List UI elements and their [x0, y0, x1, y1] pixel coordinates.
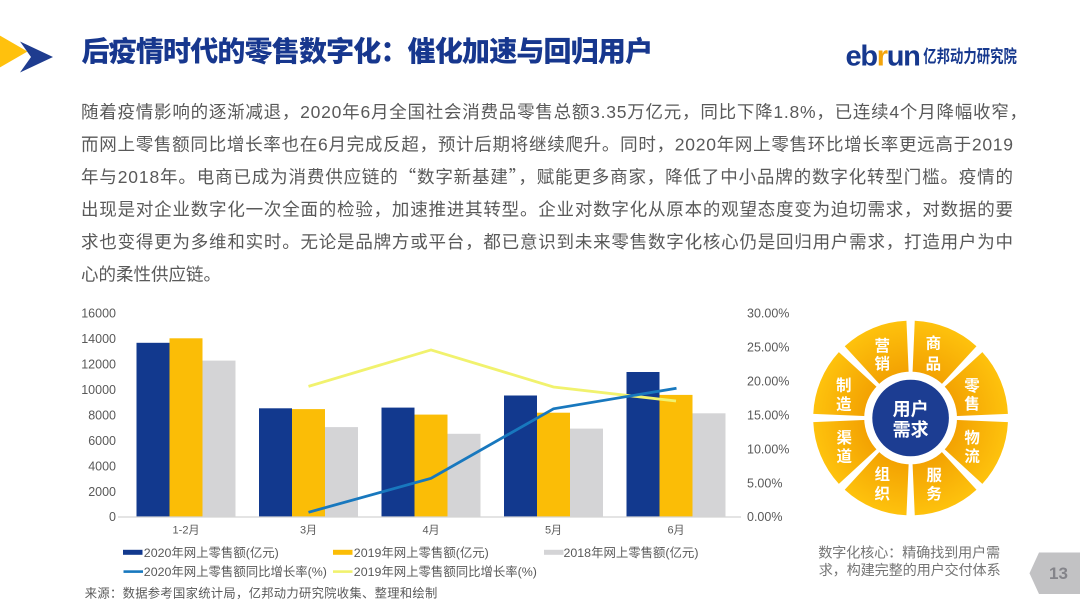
svg-text:2018年网上零售额(亿元): 2018年网上零售额(亿元)	[564, 545, 699, 560]
svg-text:随着疫情影响的逐渐减退，2020年6月全国社会消费品零售总额: 随着疫情影响的逐渐减退，2020年6月全国社会消费品零售总额3.35万亿元，同比…	[81, 102, 1027, 122]
svg-text:6月: 6月	[667, 525, 684, 537]
svg-text:需求: 需求	[893, 420, 929, 440]
svg-text:制: 制	[836, 376, 852, 394]
svg-text:服: 服	[926, 468, 942, 485]
svg-text:2019年网上零售额(亿元): 2019年网上零售额(亿元)	[354, 545, 489, 560]
svg-text:4000: 4000	[88, 459, 116, 473]
svg-text:ebrun: ebrun	[846, 41, 920, 73]
svg-text:亿邦动力研究院: 亿邦动力研究院	[923, 45, 1017, 66]
svg-text:销: 销	[875, 355, 891, 373]
svg-text:出现是对企业数字化一次全面的检验，加速推进其转型。企业对数字: 出现是对企业数字化一次全面的检验，加速推进其转型。企业对数字化从原本的观望态度变…	[81, 200, 1013, 220]
svg-text:商: 商	[926, 335, 942, 353]
svg-text:15.00%: 15.00%	[747, 408, 789, 422]
svg-text:来源：数据参考国家统计局，亿邦动力研究院收集、整理和绘制: 来源：数据参考国家统计局，亿邦动力研究院收集、整理和绘制	[85, 585, 438, 600]
svg-text:年与2018年。电商已成为消费供应链的“数字新基建”，赋能更: 年与2018年。电商已成为消费供应链的“数字新基建”，赋能更多商家，降低了中小品…	[81, 164, 1013, 189]
svg-text:而网上零售额同比增长率也在6月完成反超，预计后期将继续爬升。: 而网上零售额同比增长率也在6月完成反超，预计后期将继续爬升。同时，2020年网上…	[81, 135, 1013, 155]
svg-text:2020年网上零售额(亿元): 2020年网上零售额(亿元)	[144, 545, 279, 560]
svg-text:4月: 4月	[422, 525, 439, 537]
svg-text:12000: 12000	[81, 358, 116, 372]
svg-text:道: 道	[836, 447, 852, 466]
svg-text:流: 流	[964, 447, 980, 466]
svg-text:20.00%: 20.00%	[747, 375, 789, 389]
svg-text:营: 营	[875, 337, 891, 355]
svg-text:后疫情时代的零售数字化：催化加速与回归用户: 后疫情时代的零售数字化：催化加速与回归用户	[82, 36, 653, 67]
svg-text:织: 织	[875, 485, 891, 503]
svg-text:品: 品	[926, 356, 942, 373]
svg-text:0: 0	[109, 510, 116, 524]
svg-text:求也变得更为多维和实时。无论是品牌方或平台，都已意识到未来零: 求也变得更为多维和实时。无论是品牌方或平台，都已意识到未来零售数字化核心仍是回归…	[81, 232, 1013, 252]
svg-text:零: 零	[964, 377, 980, 395]
svg-text:渠: 渠	[836, 428, 852, 447]
svg-text:2020年网上零售额同比增长率(%): 2020年网上零售额同比增长率(%)	[144, 564, 327, 579]
svg-text:5月: 5月	[545, 525, 562, 537]
svg-text:3月: 3月	[300, 525, 317, 537]
svg-text:务: 务	[926, 484, 942, 503]
svg-text:2000: 2000	[88, 485, 116, 499]
svg-text:25.00%: 25.00%	[747, 341, 789, 355]
svg-text:10.00%: 10.00%	[747, 442, 789, 456]
svg-text:5.00%: 5.00%	[747, 476, 782, 490]
svg-text:售: 售	[964, 394, 980, 413]
svg-text:0.00%: 0.00%	[747, 510, 782, 524]
svg-text:心的柔性供应链。: 心的柔性供应链。	[81, 265, 221, 285]
svg-text:用户: 用户	[893, 399, 929, 420]
svg-text:10000: 10000	[81, 383, 116, 397]
svg-text:30.00%: 30.00%	[747, 307, 789, 321]
svg-text:数字化核心：精确找到用户需: 数字化核心：精确找到用户需	[818, 544, 1000, 561]
svg-text:16000: 16000	[81, 307, 116, 321]
svg-text:造: 造	[836, 395, 852, 413]
svg-text:组: 组	[875, 466, 891, 484]
svg-text:6000: 6000	[88, 434, 116, 448]
svg-text:13: 13	[1049, 564, 1068, 583]
svg-text:2019年网上零售额同比增长率(%): 2019年网上零售额同比增长率(%)	[354, 564, 537, 579]
svg-text:1-2月: 1-2月	[173, 525, 200, 537]
svg-text:14000: 14000	[81, 332, 116, 346]
svg-text:8000: 8000	[88, 408, 116, 422]
svg-text:求，构建完整的用户交付体系: 求，构建完整的用户交付体系	[819, 562, 1001, 579]
svg-text:物: 物	[964, 429, 980, 447]
